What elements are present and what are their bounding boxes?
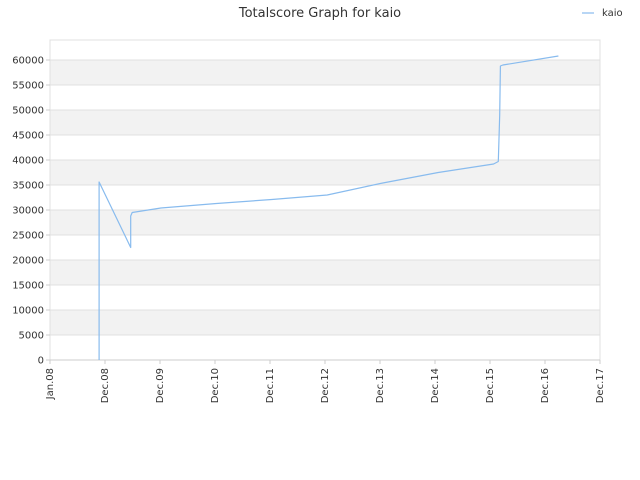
series-line-kaio xyxy=(98,55,559,360)
x-tick-label: Dec.16 xyxy=(540,368,551,403)
grid-lines xyxy=(50,59,600,361)
plot-band xyxy=(50,110,600,135)
legend-label: kaio xyxy=(602,8,623,19)
x-tick-label: Dec.08 xyxy=(100,368,111,403)
x-tick-label: Dec.12 xyxy=(320,368,331,403)
legend: kaio xyxy=(582,8,623,19)
y-tick-label: 25000 xyxy=(12,231,44,242)
plot-band xyxy=(50,210,600,235)
series-lines xyxy=(98,55,559,360)
y-tick-label: 50000 xyxy=(12,106,44,117)
plot-band xyxy=(50,260,600,285)
y-tick-label: 40000 xyxy=(12,156,44,167)
x-tick-label: Dec.11 xyxy=(265,368,276,403)
x-tick-label: Dec.09 xyxy=(155,368,166,403)
x-tick-label: Dec.17 xyxy=(595,368,606,403)
plot-band xyxy=(50,160,600,185)
plot-band xyxy=(50,310,600,335)
y-tick-label: 10000 xyxy=(12,306,44,317)
x-tick-label: Dec.13 xyxy=(375,368,386,403)
y-tick-label: 0 xyxy=(38,356,44,367)
y-axis-ticks: 0 5000 10000 15000 20000 25000 30000 35000 40000… xyxy=(12,56,50,367)
y-tick-label: 30000 xyxy=(12,206,44,217)
x-tick-label: Dec.15 xyxy=(485,368,496,403)
y-tick-label: 45000 xyxy=(12,131,44,142)
x-axis-ticks: Jan.08 Dec.08 Dec.09 Dec.10 Dec.11 Dec.12 Dec.… xyxy=(45,360,606,403)
y-tick-label: 5000 xyxy=(19,331,44,342)
y-tick-label: 60000 xyxy=(12,56,44,67)
y-tick-label: 55000 xyxy=(12,81,44,92)
x-tick-label: Jan.08 xyxy=(45,368,56,400)
plot-bands xyxy=(50,60,600,335)
y-tick-label: 20000 xyxy=(12,256,44,267)
y-tick-label: 15000 xyxy=(12,281,44,292)
y-tick-label: 35000 xyxy=(12,181,44,192)
x-tick-label: Dec.10 xyxy=(210,368,221,403)
plot-band xyxy=(50,60,600,85)
x-tick-label: Dec.14 xyxy=(430,368,441,403)
chart-title: Totalscore Graph for kaio xyxy=(238,6,401,21)
